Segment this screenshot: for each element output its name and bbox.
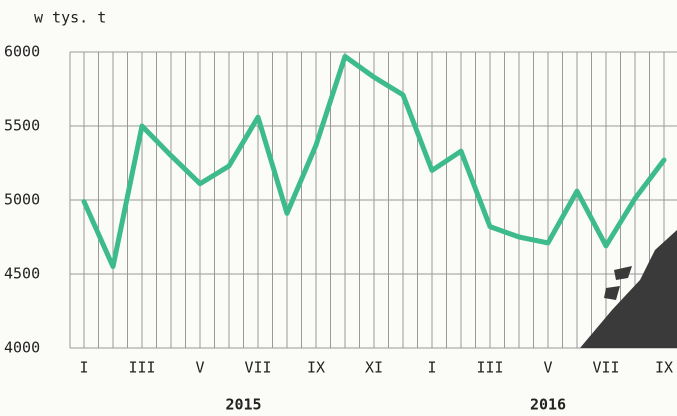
y-tick-label: 5000 xyxy=(4,191,40,209)
y-tick-label: 4000 xyxy=(4,339,40,357)
x-tick-label: VII xyxy=(244,359,271,377)
x-tick-label: I xyxy=(427,359,436,377)
year-label: 2016 xyxy=(530,396,566,414)
grid: 4000 4500 5000 5500 6000 xyxy=(4,43,677,357)
decoration xyxy=(580,230,677,348)
x-tick-label: III xyxy=(476,359,503,377)
y-axis-label: w tys. t xyxy=(34,9,106,27)
x-tick-label: V xyxy=(543,359,552,377)
x-tick-label: V xyxy=(195,359,204,377)
y-tick-label: 4500 xyxy=(4,265,40,283)
x-tick-label: VII xyxy=(592,359,619,377)
data-line xyxy=(81,53,667,270)
decoration xyxy=(604,266,632,300)
x-tick-label: IX xyxy=(307,359,325,377)
y-tick-label: 5500 xyxy=(4,117,40,135)
y-tick-label: 6000 xyxy=(4,43,40,61)
x-tick-label: III xyxy=(128,359,155,377)
x-tick-label: XI xyxy=(365,359,383,377)
year-label: 2015 xyxy=(225,396,261,414)
x-tick-label: I xyxy=(79,359,88,377)
marks xyxy=(81,53,667,270)
x-tick-label: IX xyxy=(655,359,673,377)
